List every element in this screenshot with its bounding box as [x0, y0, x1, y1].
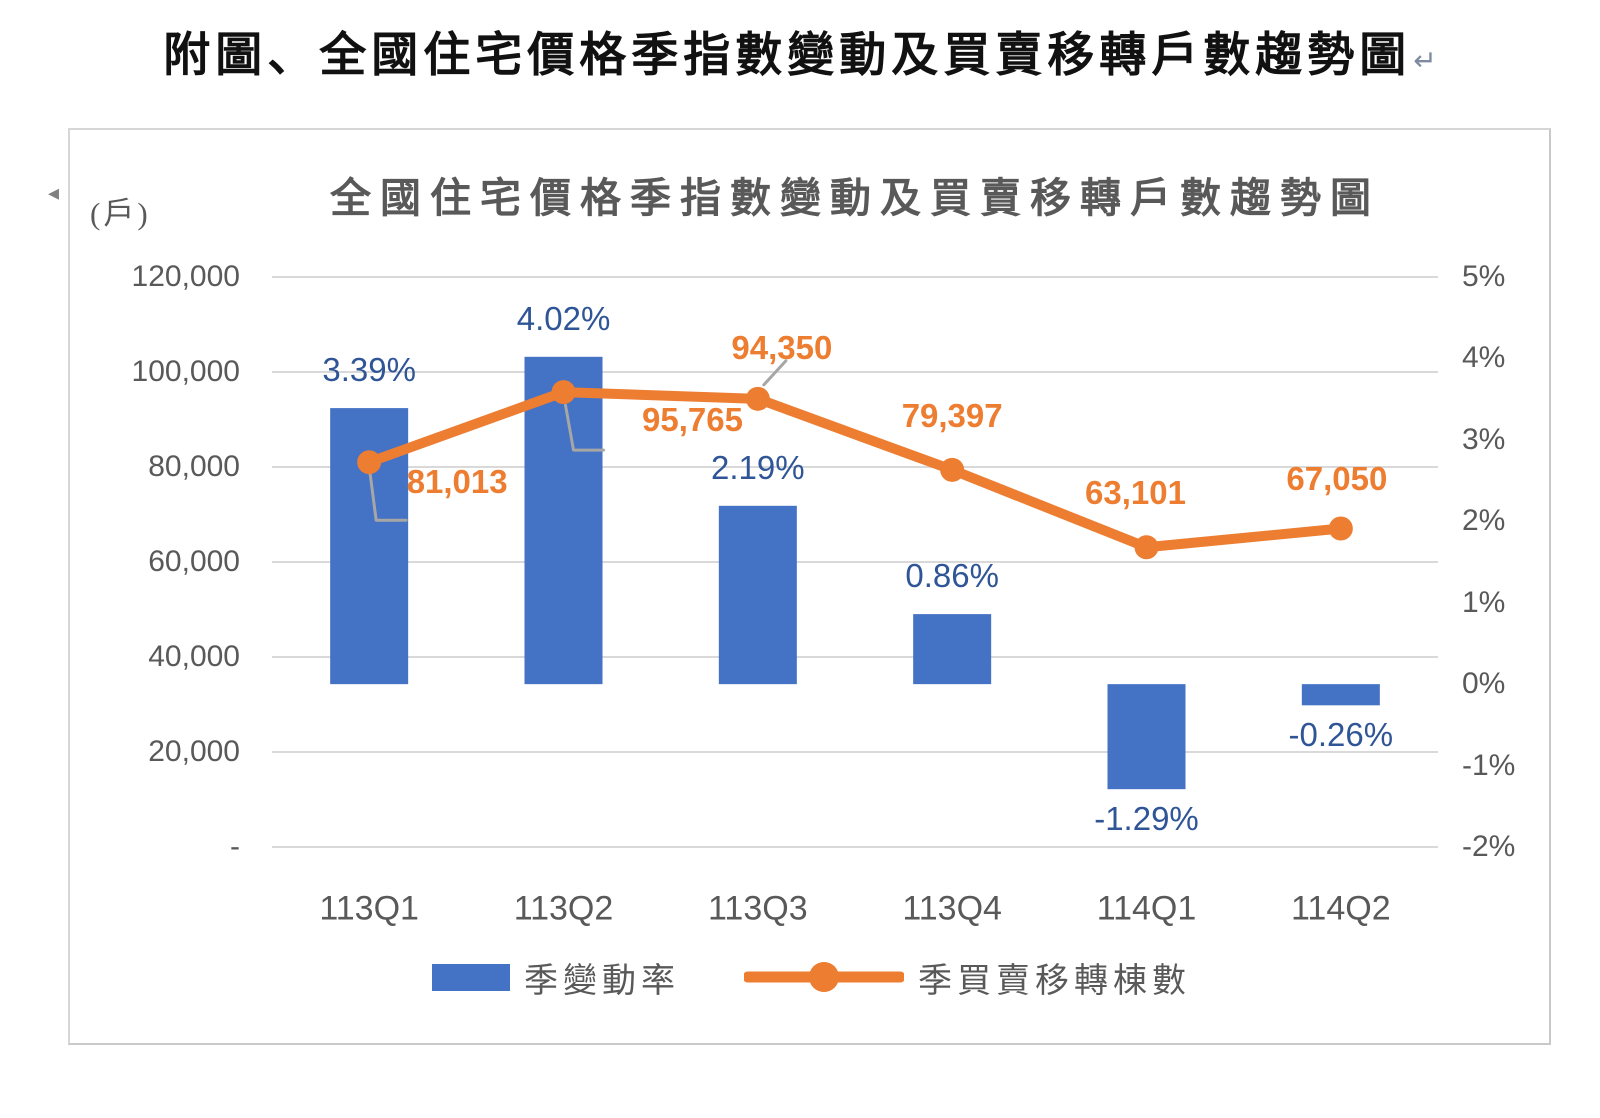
left-axis-unit-label: (戶) [90, 196, 151, 231]
legend-label-line-series: 季買賣移轉棟數 [918, 962, 1191, 1000]
legend-item-line-series[interactable]: 季買賣移轉棟數 [744, 953, 1191, 1002]
data-point-marker-114Q1[interactable] [1134, 535, 1159, 560]
trend-line[interactable] [364, 387, 1346, 553]
bar-series-swatch-icon [432, 963, 510, 991]
legend[interactable]: 季變動率 季買賣移轉棟數 [70, 952, 1553, 1002]
document-title-text: 附圖、全國住宅價格季指數變動及買賣移轉戶數趨勢圖 [163, 30, 1412, 82]
data-point-marker-114Q2[interactable] [1328, 516, 1353, 541]
bar-113Q2[interactable] [524, 356, 603, 685]
object-anchor-icon: ◂ [48, 180, 60, 205]
data-point-marker-113Q1[interactable] [357, 450, 382, 475]
document-title: 附圖、全國住宅價格季指數變動及買賣移轉戶數趨勢圖↵ [0, 16, 1600, 85]
leader-line [762, 359, 788, 387]
paragraph-return-icon: ↵ [1413, 43, 1437, 77]
chart-title: 全國住宅價格季指數變動及買賣移轉戶數趨勢圖 [330, 175, 1380, 221]
bar-113Q3[interactable] [718, 505, 797, 685]
data-point-marker-113Q3[interactable] [745, 386, 770, 411]
leader-line [564, 403, 605, 452]
leader-line [368, 472, 408, 522]
bar-114Q2[interactable] [1301, 684, 1380, 706]
line-series-swatch-icon [744, 962, 904, 992]
legend-item-bar-series[interactable]: 季變動率 [432, 953, 680, 1002]
data-point-marker-113Q2[interactable] [551, 380, 576, 405]
bar-114Q1[interactable] [1107, 684, 1186, 790]
plot-area [272, 276, 1438, 848]
bar-113Q4[interactable] [913, 614, 992, 685]
legend-label-bar-series: 季變動率 [524, 962, 680, 1000]
chart-frame[interactable]: 全國住宅價格季指數變動及買賣移轉戶數趨勢圖 (戶) 120,000 100,000… [68, 128, 1551, 1045]
data-point-marker-113Q4[interactable] [940, 457, 965, 482]
